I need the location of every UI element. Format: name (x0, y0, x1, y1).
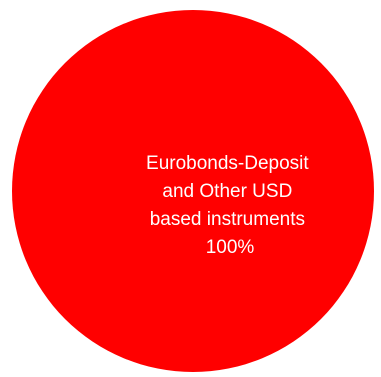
pie-slices (12, 10, 374, 372)
slice-label-line-1: Eurobonds-Deposit (146, 153, 309, 174)
slice-value-label: 100% (206, 237, 255, 258)
pie-slice-0 (12, 10, 374, 372)
slice-label: Eurobonds-Deposit and Other USD based in… (146, 153, 314, 258)
slice-label-line-3: based instruments (150, 209, 305, 230)
slice-label-line-2: and Other USD (162, 181, 292, 202)
